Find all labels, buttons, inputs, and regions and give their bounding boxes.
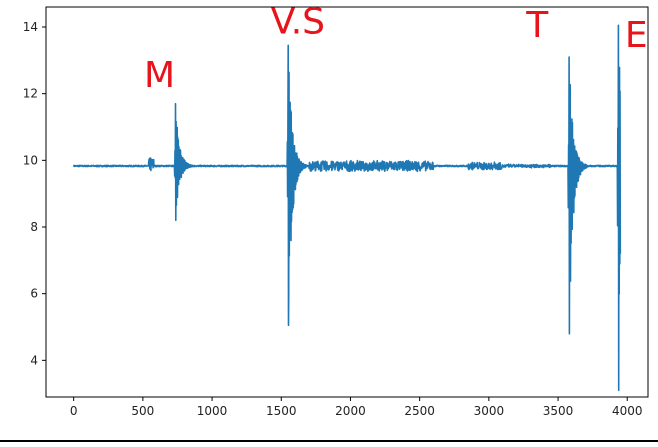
annotation-label: T — [525, 5, 549, 46]
y-tick-label: 12 — [23, 87, 38, 101]
bottom-rule — [0, 440, 658, 442]
x-tick-label: 3000 — [474, 404, 505, 418]
x-tick-label: 2500 — [404, 404, 435, 418]
plot-area — [45, 6, 649, 398]
x-axis: 0 500 1000 1500 2000 2500 3000 3500 4000 — [70, 397, 643, 418]
annotations: M V.S T E — [144, 2, 648, 96]
annotation-label: V.S — [271, 2, 325, 43]
y-axis: 4 6 8 10 12 14 — [23, 20, 46, 367]
x-tick-label: 2000 — [335, 404, 366, 418]
annotation-label: E — [625, 15, 648, 56]
x-tick-label: 3500 — [543, 404, 574, 418]
series-line — [72, 24, 622, 392]
annotation-label: M — [144, 55, 175, 96]
x-tick-label: 0 — [70, 404, 78, 418]
y-tick-label: 4 — [30, 353, 38, 367]
y-tick-label: 6 — [30, 287, 38, 301]
y-tick-label: 8 — [30, 220, 38, 234]
y-tick-label: 10 — [23, 153, 38, 167]
x-tick-label: 4000 — [612, 404, 643, 418]
x-tick-label: 1000 — [197, 404, 228, 418]
x-tick-label: 500 — [131, 404, 154, 418]
y-tick-label: 14 — [23, 20, 38, 34]
x-tick-label: 1500 — [266, 404, 297, 418]
